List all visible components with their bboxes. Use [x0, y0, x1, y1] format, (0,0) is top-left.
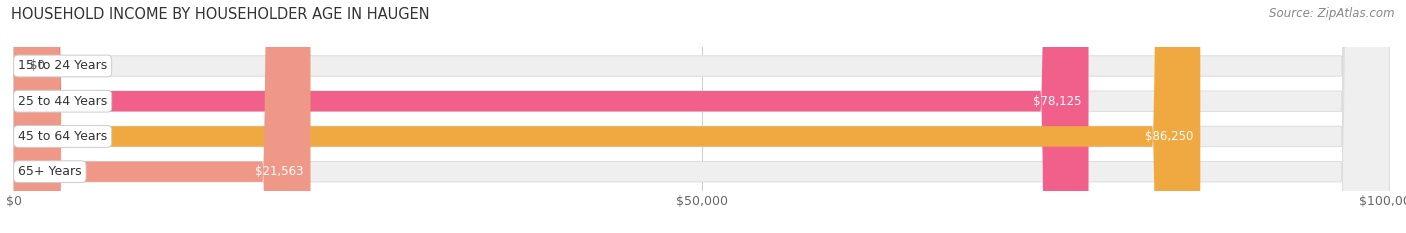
Text: Source: ZipAtlas.com: Source: ZipAtlas.com — [1270, 7, 1395, 20]
Text: 45 to 64 Years: 45 to 64 Years — [18, 130, 107, 143]
Text: $0: $0 — [31, 59, 45, 72]
FancyBboxPatch shape — [14, 0, 311, 233]
Text: $86,250: $86,250 — [1144, 130, 1194, 143]
Text: 65+ Years: 65+ Years — [18, 165, 82, 178]
Text: 15 to 24 Years: 15 to 24 Years — [18, 59, 107, 72]
FancyBboxPatch shape — [14, 0, 1389, 233]
Text: HOUSEHOLD INCOME BY HOUSEHOLDER AGE IN HAUGEN: HOUSEHOLD INCOME BY HOUSEHOLDER AGE IN H… — [11, 7, 430, 22]
FancyBboxPatch shape — [14, 0, 1088, 233]
Text: 25 to 44 Years: 25 to 44 Years — [18, 95, 107, 108]
Text: $21,563: $21,563 — [254, 165, 304, 178]
Text: $78,125: $78,125 — [1033, 95, 1081, 108]
FancyBboxPatch shape — [14, 0, 1201, 233]
FancyBboxPatch shape — [14, 0, 1389, 233]
FancyBboxPatch shape — [14, 0, 1389, 233]
FancyBboxPatch shape — [14, 0, 1389, 233]
